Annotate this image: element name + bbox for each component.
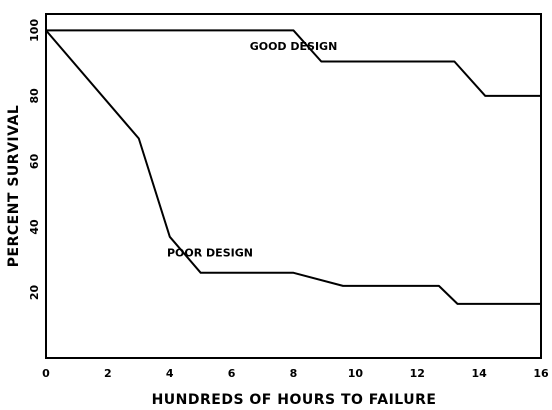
x-tick-label: 0 — [42, 367, 50, 380]
x-tick-label: 12 — [410, 367, 425, 380]
x-tick-label: 6 — [228, 367, 236, 380]
y-axis-ticks: 20 40 60 80 100 — [28, 19, 41, 301]
series-group: GOOD DESIGN POOR DESIGN — [45, 29, 541, 305]
x-axis-ticks: 0 2 4 6 8 10 12 14 16 — [42, 367, 549, 380]
y-axis-title: PERCENT SURVIVAL — [6, 105, 22, 268]
y-tick-label: 40 — [28, 219, 41, 235]
series-label: POOR DESIGN — [167, 246, 253, 259]
x-tick-label: 4 — [166, 367, 174, 380]
y-tick-label: 20 — [28, 284, 41, 300]
x-axis-title: HUNDREDS OF HOURS TO FAILURE — [152, 392, 437, 408]
series-label: GOOD DESIGN — [250, 40, 338, 53]
x-tick-label: 14 — [471, 367, 487, 380]
y-tick-label: 100 — [28, 19, 41, 42]
series-line — [46, 29, 541, 97]
y-tick-label: 60 — [28, 153, 41, 169]
y-tick-label: 80 — [28, 88, 41, 104]
x-tick-label: 8 — [290, 367, 298, 380]
x-tick-label: 2 — [104, 367, 112, 380]
x-tick-label: 16 — [533, 367, 549, 380]
series-line — [45, 29, 541, 305]
plot-frame — [45, 13, 542, 359]
x-tick-label: 10 — [348, 367, 364, 380]
